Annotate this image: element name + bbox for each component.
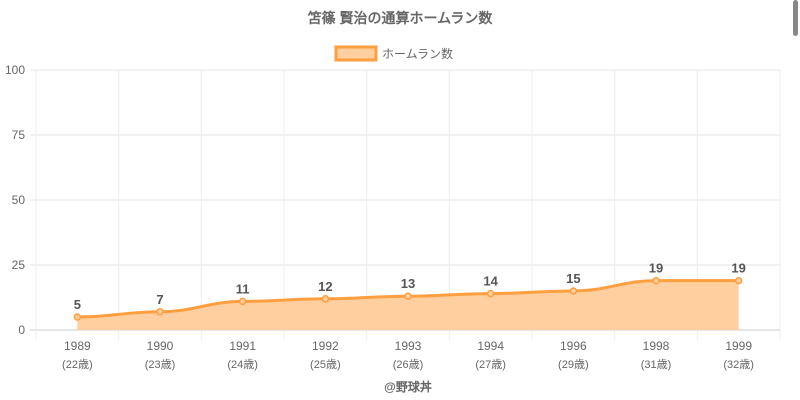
data-label: 15 bbox=[566, 271, 580, 286]
data-point[interactable] bbox=[156, 308, 164, 316]
x-tick-sublabel: (27歳) bbox=[475, 358, 506, 371]
data-label: 5 bbox=[74, 297, 81, 312]
data-point[interactable] bbox=[321, 295, 330, 303]
x-tick-label: 1989 bbox=[64, 339, 91, 353]
data-label: 14 bbox=[483, 274, 498, 289]
x-tick-sublabel: (23歳) bbox=[145, 358, 176, 371]
data-label: 13 bbox=[401, 276, 415, 291]
y-tick-label: 100 bbox=[5, 63, 25, 77]
x-tick-label: 1998 bbox=[643, 339, 670, 353]
x-tick-label: 1991 bbox=[229, 339, 256, 353]
data-label: 12 bbox=[318, 279, 332, 294]
data-label: 7 bbox=[156, 292, 163, 307]
data-label: 11 bbox=[236, 281, 250, 296]
x-tick-label: 1992 bbox=[312, 339, 339, 353]
x-tick-sublabel: (25歳) bbox=[310, 358, 341, 371]
data-point[interactable] bbox=[652, 276, 660, 285]
y-tick-label: 50 bbox=[12, 193, 26, 207]
x-tick-sublabel: (31歳) bbox=[641, 358, 672, 371]
data-point[interactable] bbox=[486, 289, 495, 298]
scrollbar[interactable] bbox=[793, 0, 798, 36]
data-label: 19 bbox=[649, 261, 663, 276]
x-tick-sublabel: (32歳) bbox=[723, 358, 754, 371]
data-point[interactable] bbox=[238, 297, 247, 306]
y-tick-label: 0 bbox=[18, 323, 25, 337]
legend-label[interactable]: ホームラン数 bbox=[382, 46, 453, 61]
chart-title: 笘篠 賢治の通算ホームラン数 bbox=[308, 10, 494, 26]
credit: @野球丼 bbox=[384, 379, 432, 394]
x-tick-sublabel: (29歳) bbox=[558, 358, 589, 371]
x-tick-label: 1999 bbox=[725, 339, 752, 353]
x-tick-sublabel: (24歳) bbox=[227, 358, 258, 371]
x-tick-label: 1990 bbox=[147, 339, 174, 353]
x-tick-sublabel: (26歳) bbox=[393, 358, 424, 371]
data-point[interactable] bbox=[734, 276, 743, 285]
y-tick-label: 25 bbox=[12, 258, 26, 272]
y-tick-label: 75 bbox=[12, 128, 26, 142]
data-point[interactable] bbox=[73, 313, 82, 321]
x-tick-label: 1994 bbox=[477, 339, 504, 353]
x-tick-sublabel: (22歳) bbox=[62, 358, 93, 371]
x-tick-label: 1993 bbox=[395, 339, 422, 353]
data-point[interactable] bbox=[569, 287, 578, 295]
legend-swatch[interactable] bbox=[334, 45, 378, 62]
data-point[interactable] bbox=[404, 292, 412, 300]
x-tick-label: 1996 bbox=[560, 339, 587, 353]
data-label: 19 bbox=[731, 261, 745, 276]
